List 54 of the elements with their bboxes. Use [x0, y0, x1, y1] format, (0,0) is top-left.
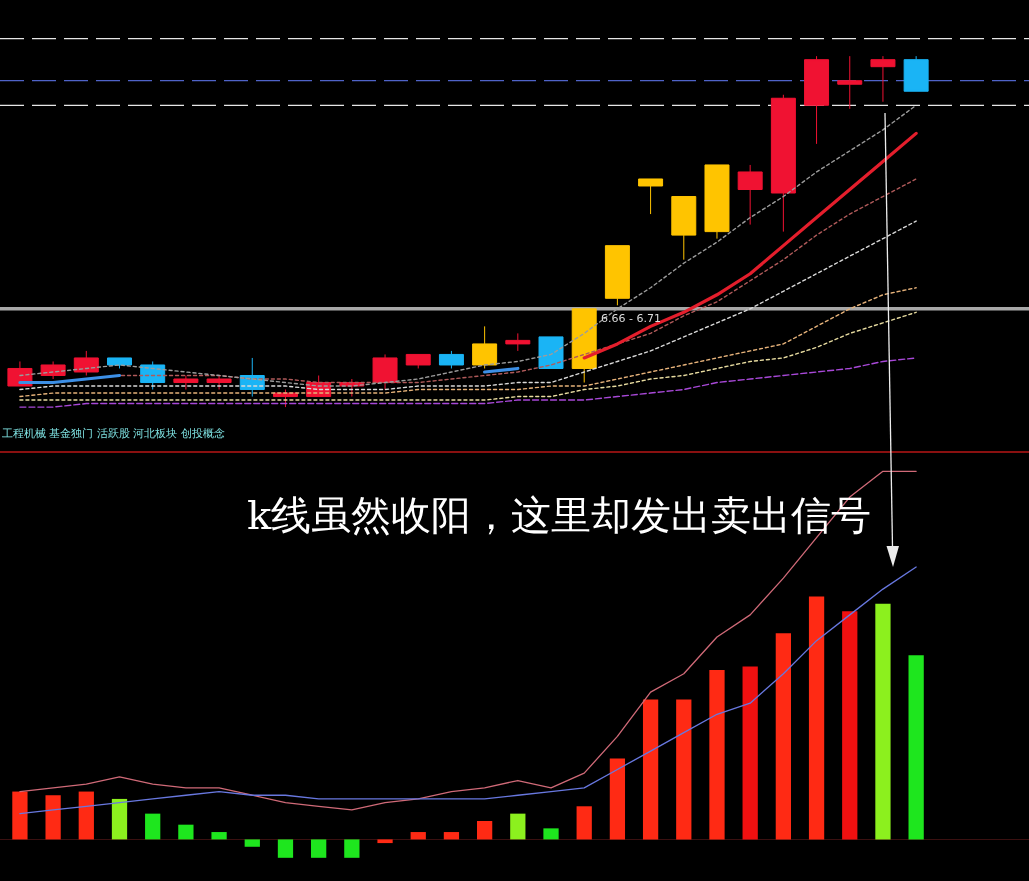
bar	[377, 839, 393, 844]
bar	[78, 791, 94, 840]
text: 工程机械 基金独门 活跃股 河北板块 创投概念	[2, 427, 225, 440]
candlestick	[538, 336, 564, 369]
bar	[12, 791, 28, 840]
bar	[609, 758, 626, 840]
bar	[111, 798, 128, 840]
bar	[443, 832, 460, 840]
bar	[476, 821, 493, 840]
candlestick	[903, 55, 929, 92]
bar	[576, 806, 592, 840]
annotation: 6.66 - 6.71	[601, 312, 661, 325]
candlestick	[505, 332, 531, 352]
candlestick	[206, 375, 232, 391]
bar	[875, 603, 891, 840]
bar	[775, 633, 791, 840]
bar	[45, 795, 61, 840]
bar	[178, 824, 194, 840]
candlestick	[737, 164, 763, 226]
bar	[908, 655, 924, 840]
bar	[742, 666, 758, 840]
candlestick	[438, 350, 464, 369]
annotation: k线虽然收阳，这里却发出卖出信号	[247, 492, 872, 538]
candlestick	[140, 360, 166, 391]
candlestick	[107, 357, 132, 369]
candlestick	[804, 55, 830, 145]
candlestick	[405, 353, 431, 369]
candlestick	[472, 325, 498, 369]
candlestick	[40, 360, 66, 380]
candlestick	[173, 375, 199, 391]
bar	[510, 813, 526, 840]
bar	[145, 813, 161, 840]
bar	[808, 596, 825, 840]
candlestick	[671, 196, 697, 261]
bar	[410, 832, 426, 840]
candlestick	[604, 245, 630, 306]
candlestick	[704, 164, 730, 240]
candlestick	[73, 350, 99, 376]
bar	[277, 839, 294, 858]
bar	[642, 699, 659, 840]
bar	[676, 699, 692, 840]
bar	[842, 611, 858, 840]
bar	[709, 670, 725, 840]
bar	[244, 839, 260, 847]
bar	[543, 828, 559, 840]
candlestick	[870, 55, 896, 103]
bar	[344, 839, 360, 858]
candlestick	[770, 94, 796, 233]
bar	[211, 832, 227, 840]
candlestick	[372, 353, 398, 391]
candlestick	[571, 308, 597, 384]
candlestick	[837, 55, 863, 110]
candlestick	[638, 178, 664, 215]
bar	[311, 839, 327, 858]
